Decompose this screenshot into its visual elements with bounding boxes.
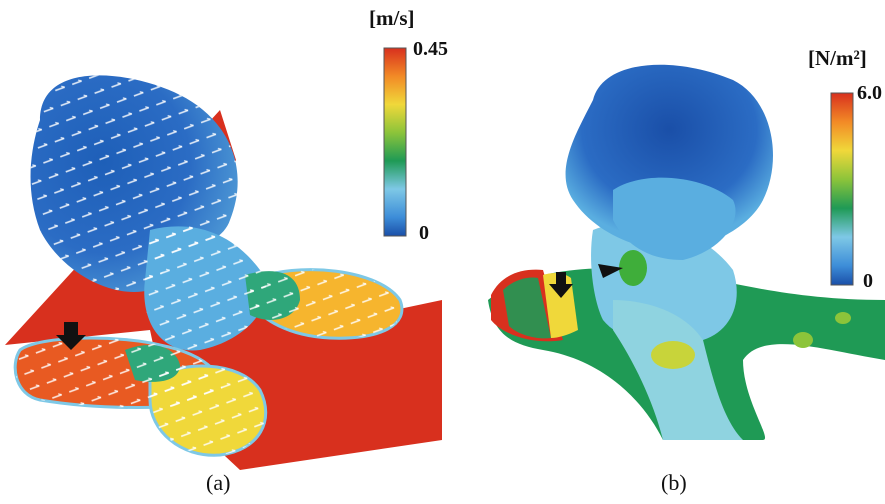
velocity-max-label: 0.45 xyxy=(413,38,448,60)
velocity-unit-label: [m/s] xyxy=(369,6,415,30)
stress-unit-label: [N/m²] xyxy=(808,46,867,70)
inflow-stripe-yellow xyxy=(543,273,578,338)
down-arrow-marker xyxy=(549,272,573,298)
panel-b-wall-shear: [N/m²] 6.0 0 (b) xyxy=(443,0,885,504)
velocity-field-image xyxy=(5,47,442,470)
wall-shear-stress-image xyxy=(488,64,885,440)
lower-vessel-light xyxy=(613,300,743,440)
stress-max-label: 6.0 xyxy=(857,82,882,104)
panel-a-velocity: [m/s] 0.45 0 (a) xyxy=(0,0,448,504)
inflow-stripe-green xyxy=(503,277,551,339)
dome-lower-band xyxy=(613,177,736,260)
stress-patch xyxy=(619,250,647,286)
velocity-arrows-right xyxy=(250,269,402,339)
arrowhead-marker xyxy=(598,264,623,278)
stress-patch xyxy=(793,332,813,348)
stress-patch xyxy=(651,341,695,369)
caption-b: (b) xyxy=(661,470,687,495)
stress-min-label: 0 xyxy=(863,270,873,292)
stress-patch xyxy=(835,312,851,324)
down-arrow-marker xyxy=(56,322,86,350)
velocity-arrows-lower xyxy=(150,366,266,456)
caption-a: (a) xyxy=(206,470,231,495)
colorbar-stress xyxy=(830,92,854,286)
velocity-min-label: 0 xyxy=(419,222,429,244)
velocity-arrows-neck xyxy=(144,226,267,351)
colorbar-velocity xyxy=(383,47,407,237)
